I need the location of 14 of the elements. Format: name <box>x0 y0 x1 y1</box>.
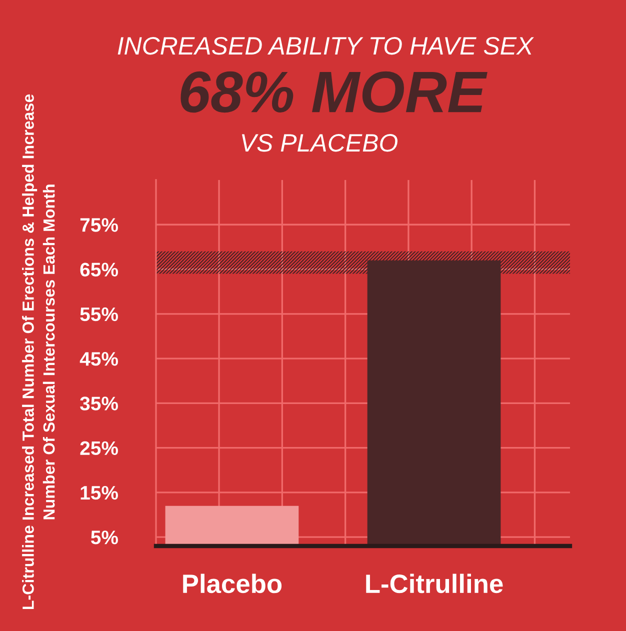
chart-subtitle: 68% MORE <box>180 71 488 113</box>
x-tick-label: L-Citrulline <box>366 574 503 594</box>
y-axis-title: L-Citrulline Increased Total Number Of Erections & Helped Increase Number Of Sexual Intercourses Each Month <box>22 94 55 610</box>
y-tick-label: 5% <box>90 530 118 544</box>
text: VS PLACEBO <box>242 134 398 152</box>
y-tick-label: 45% <box>80 352 118 366</box>
y-tick-label: 15% <box>80 486 118 500</box>
x-tick-label: Placebo <box>183 574 282 594</box>
y-tick-label: 75% <box>80 218 118 232</box>
y-tick-label: 35% <box>80 396 118 410</box>
y-tick-label: 65% <box>80 262 118 277</box>
y-tick-label: 55% <box>80 307 118 322</box>
y-tick-label: 25% <box>80 441 118 456</box>
chart-title: INCREASED ABILITY TO HAVE SEX <box>118 37 534 55</box>
